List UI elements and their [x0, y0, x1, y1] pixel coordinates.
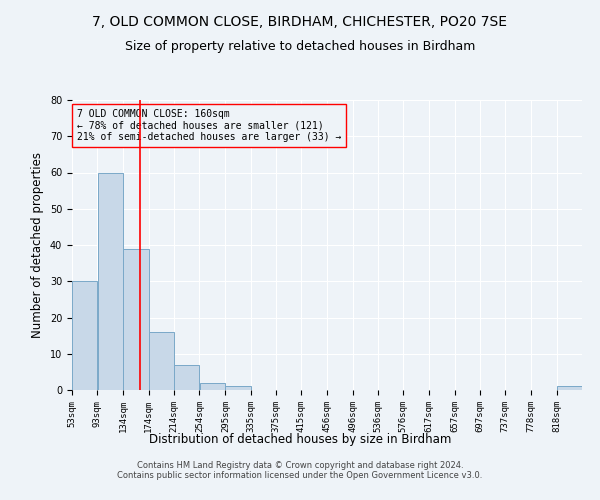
Bar	[174, 364, 199, 390]
Bar	[226, 386, 251, 390]
Text: Size of property relative to detached houses in Birdham: Size of property relative to detached ho…	[125, 40, 475, 53]
Text: Distribution of detached houses by size in Birdham: Distribution of detached houses by size …	[149, 432, 451, 446]
Bar	[199, 383, 225, 390]
Bar	[557, 386, 582, 390]
Bar	[97, 172, 123, 390]
Text: Contains HM Land Registry data © Crown copyright and database right 2024.
Contai: Contains HM Land Registry data © Crown c…	[118, 460, 482, 480]
Text: 7 OLD COMMON CLOSE: 160sqm
← 78% of detached houses are smaller (121)
21% of sem: 7 OLD COMMON CLOSE: 160sqm ← 78% of deta…	[77, 108, 341, 142]
Bar	[124, 248, 149, 390]
Text: 7, OLD COMMON CLOSE, BIRDHAM, CHICHESTER, PO20 7SE: 7, OLD COMMON CLOSE, BIRDHAM, CHICHESTER…	[92, 15, 508, 29]
Y-axis label: Number of detached properties: Number of detached properties	[31, 152, 44, 338]
Bar	[72, 281, 97, 390]
Bar	[149, 332, 174, 390]
